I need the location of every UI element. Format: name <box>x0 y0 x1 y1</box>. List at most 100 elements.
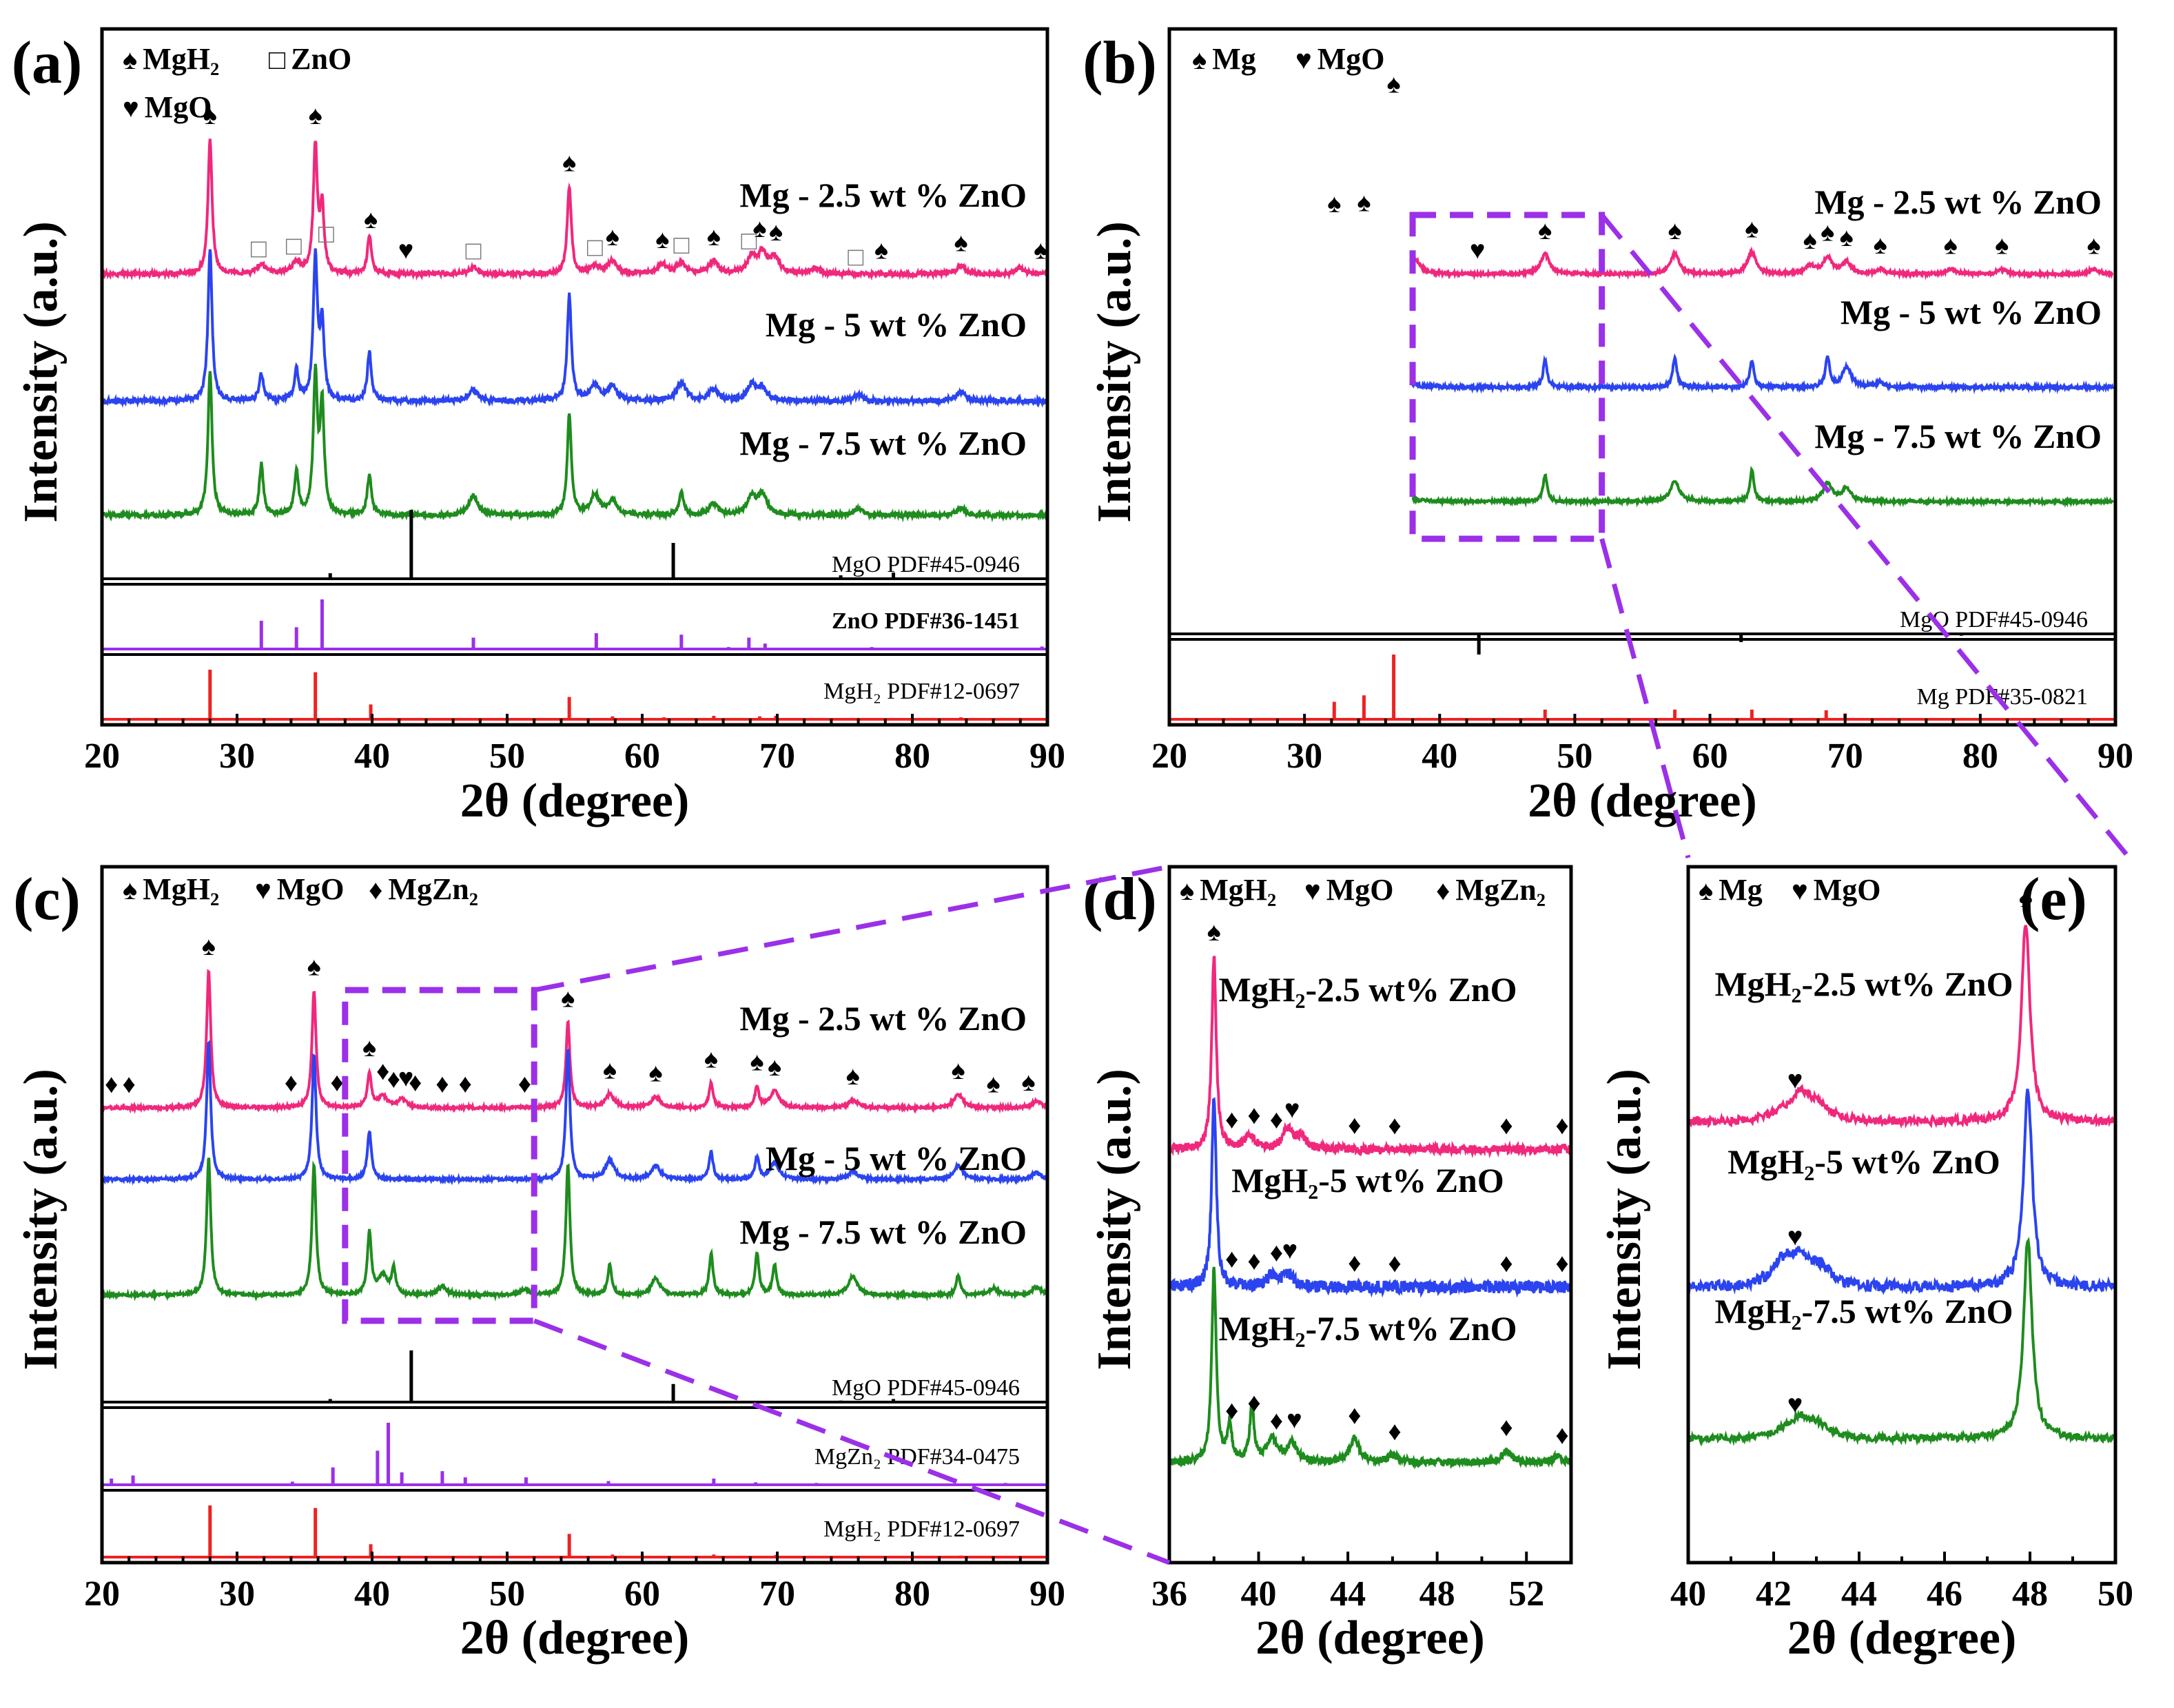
peak-marker: ♦ <box>1499 1413 1512 1442</box>
legend-text: MgH₂ <box>1200 873 1276 907</box>
x-tick-label: 80 <box>1962 737 1998 776</box>
x-axis-title: 2θ (degree) <box>460 1612 690 1665</box>
peak-marker: ♥ <box>398 1064 414 1093</box>
peak-marker: ♠ <box>1995 231 2009 260</box>
peak-marker: □ <box>466 236 482 265</box>
x-tick-label: 40 <box>1670 1574 1706 1614</box>
legend-symbol: ♠ <box>123 44 137 75</box>
series-line-2 <box>1687 1089 2117 1295</box>
x-tick-label: 90 <box>1029 1574 1065 1614</box>
peak-marker: □ <box>286 232 302 261</box>
peak-marker: ♥ <box>1470 236 1486 265</box>
x-tick-label: 40 <box>1422 737 1457 776</box>
panel-c: Mg - 2.5 wt % ZnO Mg - 5 wt % ZnO Mg - 7.5… <box>13 865 1065 1665</box>
series-line-1 <box>101 138 1049 281</box>
peak-marker: ♠ <box>655 225 669 254</box>
peak-marker: ♦ <box>123 1070 136 1099</box>
panel-letter: (b) <box>1083 30 1157 96</box>
peak-marker: ♠ <box>769 218 783 247</box>
panel-letter: (a) <box>12 30 83 96</box>
peak-marker: ♦ <box>1388 1249 1401 1278</box>
series-line-1 <box>1168 956 1572 1159</box>
x-tick-label: 60 <box>624 1574 660 1614</box>
legend-text: MgH₂ <box>143 42 219 76</box>
peak-marker: ♠ <box>1021 1068 1035 1097</box>
peak-marker: ♠ <box>2019 884 2033 913</box>
legend-entry: ♦ MgZn₂ <box>369 872 478 906</box>
zoom-connector-bottom-c <box>533 1318 1171 1565</box>
peak-marker: ♠ <box>704 1045 718 1073</box>
peak-marker: ♠ <box>752 214 766 243</box>
series-line-2 <box>101 1040 1049 1186</box>
zoom-box-b <box>1409 212 1606 542</box>
peak-marker: ♦ <box>1270 1406 1283 1435</box>
peak-marker: ♠ <box>1327 189 1341 218</box>
legend-entry: ♠ Mg <box>1699 873 1763 907</box>
x-tick-label: 44 <box>1330 1574 1366 1614</box>
peak-marker: ♦ <box>459 1070 472 1099</box>
x-axis-title: 2θ (degree) <box>1255 1612 1485 1665</box>
legend-symbol: ♥ <box>1792 875 1808 906</box>
legend-entry: ♠ MgH₂ <box>123 872 219 906</box>
reference-label: ZnO PDF#36-1451 <box>832 608 1020 634</box>
x-tick-label: 30 <box>219 1574 255 1614</box>
x-tick-label: 42 <box>1756 1574 1792 1614</box>
x-tick-label: 90 <box>2098 737 2133 776</box>
peak-marker: ♦ <box>1247 1389 1260 1418</box>
peak-marker: □ <box>741 227 757 256</box>
series-label-1: MgH₂-2.5 wt% ZnO <box>1714 965 2013 1003</box>
peak-marker: ♦ <box>1348 1249 1361 1278</box>
peak-marker: ♠ <box>1821 218 1834 247</box>
x-tick-label: 48 <box>2012 1574 2048 1614</box>
reference-label: MgZn₂ PDF#34-0475 <box>814 1444 1020 1470</box>
legend-symbol: ♦ <box>369 874 382 905</box>
peak-marker: ♦ <box>1270 1106 1283 1135</box>
panel-b: Mg - 2.5 wt % ZnO Mg - 5 wt % ZnO Mg - 7.5… <box>1083 27 2133 827</box>
x-tick-label: 48 <box>1419 1574 1455 1614</box>
x-tick-label: 20 <box>1151 737 1187 776</box>
peak-marker: ♦ <box>1247 1247 1260 1276</box>
peak-marker: ♠ <box>1874 231 1887 260</box>
reference-2: ZnO PDF#36-1451 <box>102 583 1047 650</box>
legend-symbol: ♥ <box>1304 875 1321 906</box>
peak-marker: ♠ <box>362 1033 376 1062</box>
x-tick-label: 50 <box>489 1574 525 1614</box>
x-tick-label: 90 <box>1029 737 1065 776</box>
y-axis-title: Intensity (a.u.) <box>14 221 68 523</box>
peak-marker: ♦ <box>105 1070 118 1099</box>
peak-marker: ♠ <box>307 953 321 982</box>
x-axis-title: 2θ (degree) <box>1528 774 1757 827</box>
y-axis-title: Intensity (a.u.) <box>14 1069 68 1370</box>
legend-text: MgO <box>277 872 345 906</box>
legend-text: Mg <box>1212 42 1256 76</box>
reference-label: MgH₂ PDF#12-0697 <box>823 679 1020 704</box>
legend-symbol: ♠ <box>1699 875 1713 906</box>
series-label-1: Mg - 2.5 wt % ZnO <box>739 999 1027 1038</box>
legend-symbol: □ <box>269 44 285 75</box>
reference-1: MgO PDF#45-0946 <box>1169 607 2115 655</box>
series-line-2 <box>1411 353 2115 395</box>
series-label-1: Mg - 2.5 wt % ZnO <box>1814 183 2102 221</box>
peak-marker: ♦ <box>1555 1111 1568 1140</box>
peak-marker: ♦ <box>1348 1401 1361 1430</box>
series-line-1 <box>1687 925 2117 1129</box>
zoom-connector-bottom <box>1599 538 1691 858</box>
series-line-3 <box>1168 1266 1572 1470</box>
series-line-3 <box>101 363 1049 523</box>
peak-marker: ♦ <box>1555 1249 1568 1278</box>
series-label-3: MgH₂-7.5 wt% ZnO <box>1218 1309 1517 1348</box>
legend-entry: □ ZnO <box>269 42 351 76</box>
panel-letter: (d) <box>1083 866 1157 933</box>
reference-3: MgH₂ PDF#12-0697 <box>102 653 1047 721</box>
peak-marker: □ <box>587 233 603 262</box>
plot-frame <box>1167 27 2117 727</box>
x-tick-label: 70 <box>759 1574 795 1614</box>
legend-text: MgZn₂ <box>388 872 478 906</box>
zoom-box-c <box>342 987 537 1324</box>
reference-2: Mg PDF#35-0821 <box>1169 638 2115 721</box>
peak-marker: □ <box>251 235 267 264</box>
legend-entry: ♥ MgO <box>123 90 212 124</box>
plot-frame <box>100 865 1049 1565</box>
peak-marker: ♠ <box>1944 231 1958 260</box>
